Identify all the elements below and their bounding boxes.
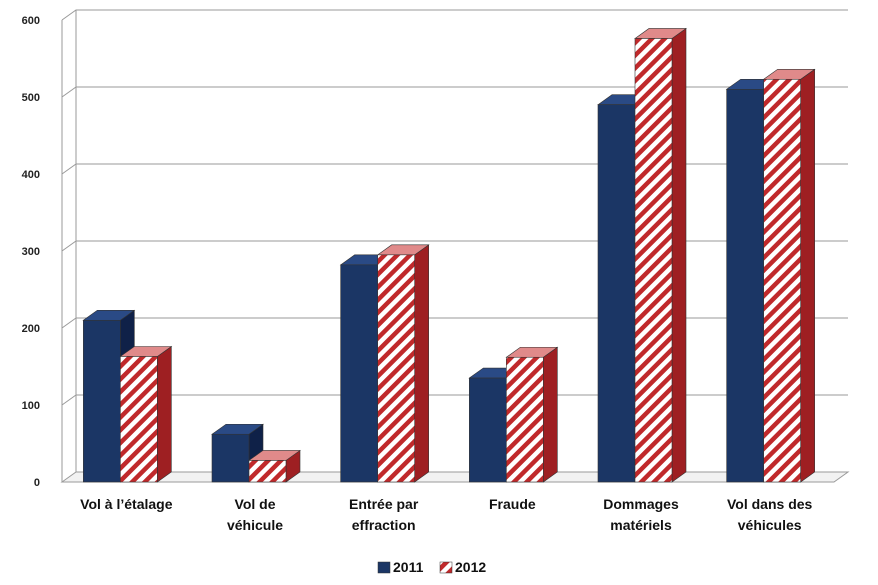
y-tick-label: 200 xyxy=(22,323,40,335)
gridline xyxy=(61,9,848,21)
bar-front-face xyxy=(506,356,544,483)
x-category-label: véhicules xyxy=(738,517,802,533)
y-tick-label: 600 xyxy=(22,15,40,27)
bar-side-face xyxy=(414,244,429,483)
x-category-label: véhicule xyxy=(227,517,283,533)
bar-2012 xyxy=(505,346,559,483)
legend-swatch-2011 xyxy=(377,561,391,574)
bar-2012 xyxy=(762,68,816,483)
bar-front-face xyxy=(211,433,250,483)
x-category-label: Entrée par xyxy=(349,496,419,512)
bar-2012 xyxy=(119,345,173,483)
bar-front-face xyxy=(634,38,673,483)
bar-front-face xyxy=(248,460,287,483)
bar-2012 xyxy=(634,27,687,483)
legend-swatch-2012 xyxy=(439,561,453,574)
bar-front-face xyxy=(726,89,764,483)
bar-front-face xyxy=(763,78,801,483)
y-tick-label: 500 xyxy=(22,92,40,104)
legend: 2011 2012 xyxy=(377,559,486,575)
y-tick-label: 100 xyxy=(22,400,40,412)
bar-front-face xyxy=(469,377,507,483)
x-category-label: Dommages xyxy=(603,496,679,512)
legend-label-2011: 2011 xyxy=(393,559,424,575)
bar-2012 xyxy=(248,449,301,483)
bar-front-face xyxy=(83,319,121,483)
label-layer: 0 100 200 300 400 500 600 Vol à l’étalage Vol de… xyxy=(22,15,813,533)
x-category-label: Vol à l’étalage xyxy=(80,496,173,512)
x-category-label: effraction xyxy=(352,517,416,533)
bar-side-face xyxy=(157,345,172,483)
bar-layer xyxy=(82,27,816,483)
x-category-label: Vol dans des xyxy=(727,496,813,512)
bar-front-face xyxy=(340,264,378,483)
bar-front-face xyxy=(597,104,636,483)
x-category-label: matériels xyxy=(610,517,672,533)
y-tick-label: 400 xyxy=(22,169,40,181)
bar-2012 xyxy=(376,244,430,483)
x-category-label: Fraude xyxy=(489,496,536,512)
legend-label-2012: 2012 xyxy=(455,559,486,575)
bar-side-face xyxy=(671,27,687,483)
bar-2011 xyxy=(725,78,779,483)
x-category-label: Vol de xyxy=(235,496,276,512)
bar-side-face xyxy=(543,346,558,483)
y-tick-label: 300 xyxy=(22,246,40,258)
bar-front-face xyxy=(377,254,415,483)
y-tick-label: 0 xyxy=(34,477,40,489)
bar-side-face xyxy=(800,68,815,483)
bar-front-face xyxy=(120,356,158,483)
